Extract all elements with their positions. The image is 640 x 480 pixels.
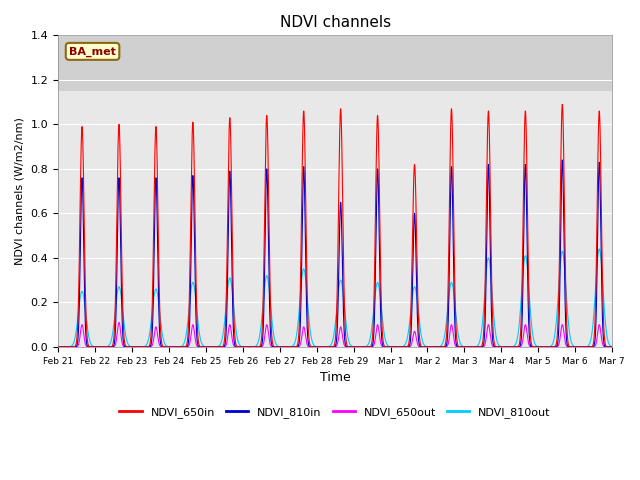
- NDVI_650out: [412, 331, 419, 337]
- NDVI_810out: [412, 286, 419, 292]
- NDVI_650in: [54, 344, 62, 350]
- NDVI_650in: [607, 344, 614, 350]
- NDVI_650in: [490, 340, 498, 346]
- Title: NDVI channels: NDVI channels: [280, 15, 390, 30]
- NDVI_810in: [262, 213, 269, 219]
- Line: NDVI_810out: NDVI_810out: [58, 249, 612, 347]
- Text: BA_met: BA_met: [69, 46, 116, 57]
- NDVI_810out: [609, 344, 616, 349]
- Y-axis label: NDVI channels (W/m2/nm): NDVI channels (W/m2/nm): [15, 117, 25, 265]
- Line: NDVI_650out: NDVI_650out: [58, 323, 612, 347]
- NDVI_650out: [490, 344, 498, 350]
- Line: NDVI_650in: NDVI_650in: [58, 104, 612, 347]
- NDVI_650in: [173, 344, 180, 350]
- NDVI_810in: [173, 344, 180, 350]
- NDVI_810in: [609, 344, 616, 350]
- NDVI_810in: [490, 344, 498, 349]
- NDVI_650in: [559, 101, 566, 107]
- NDVI_810out: [490, 318, 498, 324]
- NDVI_810out: [595, 246, 603, 252]
- NDVI_650in: [412, 183, 419, 189]
- NDVI_650out: [607, 344, 614, 350]
- NDVI_810in: [412, 233, 419, 239]
- NDVI_810in: [167, 344, 175, 350]
- Legend: NDVI_650in, NDVI_810in, NDVI_650out, NDVI_810out: NDVI_650in, NDVI_810in, NDVI_650out, NDV…: [115, 402, 556, 422]
- NDVI_810out: [607, 343, 614, 348]
- X-axis label: Time: Time: [320, 371, 351, 384]
- NDVI_650in: [609, 344, 616, 350]
- NDVI_650out: [173, 344, 180, 350]
- NDVI_810out: [173, 344, 180, 350]
- NDVI_810in: [607, 344, 614, 350]
- NDVI_650out: [54, 344, 62, 350]
- NDVI_650in: [262, 156, 269, 161]
- Bar: [58, 36, 612, 91]
- NDVI_650out: [167, 344, 175, 350]
- Line: NDVI_810in: NDVI_810in: [58, 160, 612, 347]
- NDVI_650in: [167, 344, 175, 350]
- NDVI_650out: [115, 320, 123, 325]
- NDVI_810out: [54, 344, 62, 350]
- NDVI_810out: [262, 277, 269, 283]
- NDVI_650out: [609, 344, 616, 350]
- NDVI_810in: [559, 157, 566, 163]
- NDVI_650out: [262, 327, 269, 333]
- NDVI_810in: [54, 344, 62, 350]
- NDVI_810out: [167, 344, 175, 350]
